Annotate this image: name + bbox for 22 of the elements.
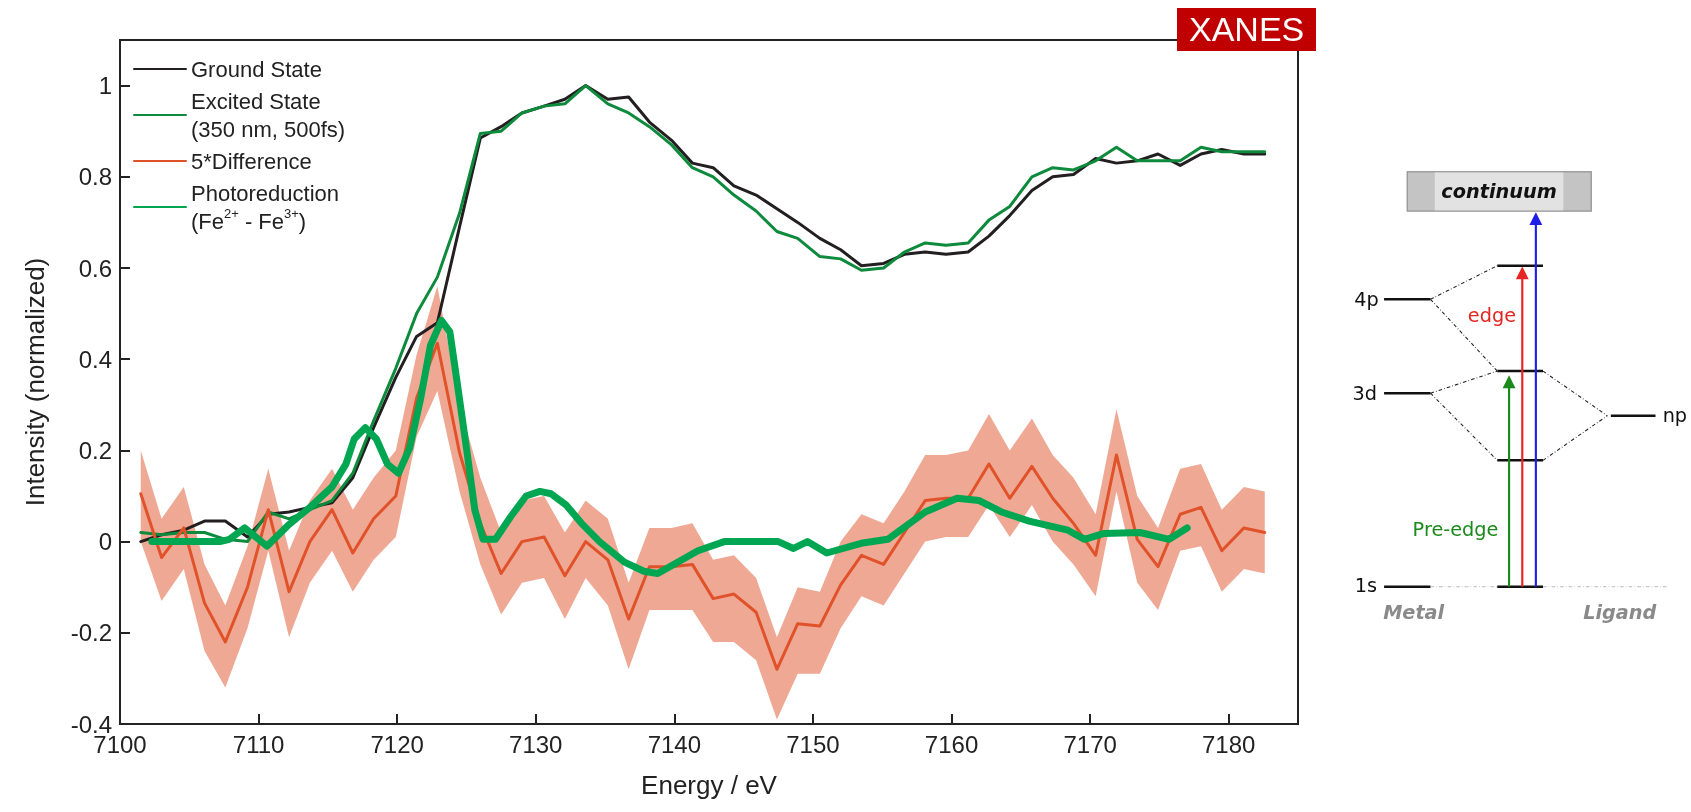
legend-label: 5*Difference <box>191 148 312 174</box>
y-tick-label: 0 <box>98 528 112 556</box>
x-tick-label: 7110 <box>232 730 285 758</box>
annotation: XANES <box>1177 8 1317 51</box>
y-axis-title: Intensity (normalized) <box>20 257 50 507</box>
x-tick-label: 7130 <box>509 730 563 758</box>
x-tick-label: 7170 <box>1063 730 1117 758</box>
y-tick-label: -0.2 <box>70 619 112 647</box>
legend-label: Excited State (350 nm, 500fs) <box>191 88 346 142</box>
y-tick-label: 1 <box>98 72 112 100</box>
energy-level-diagram: continuum 4p 3d np 1s edge Pre-edge Metal Ligand <box>1300 120 1691 680</box>
x-tick-label: 7140 <box>647 730 702 758</box>
x-axis-title: Energy / eV <box>641 770 778 800</box>
y-tick-label: 0.6 <box>78 254 112 282</box>
y-tick-label: 0.2 <box>78 436 112 464</box>
legend-label: Ground State <box>191 56 322 82</box>
x-tick-label: 7180 <box>1202 730 1256 758</box>
x-tick-label: 7150 <box>786 730 840 758</box>
y-tick-label: 0.4 <box>78 345 112 373</box>
y-tick-label: 0.8 <box>78 163 112 191</box>
x-tick-label: 7120 <box>370 730 424 758</box>
x-tick-label: 7160 <box>924 730 979 758</box>
